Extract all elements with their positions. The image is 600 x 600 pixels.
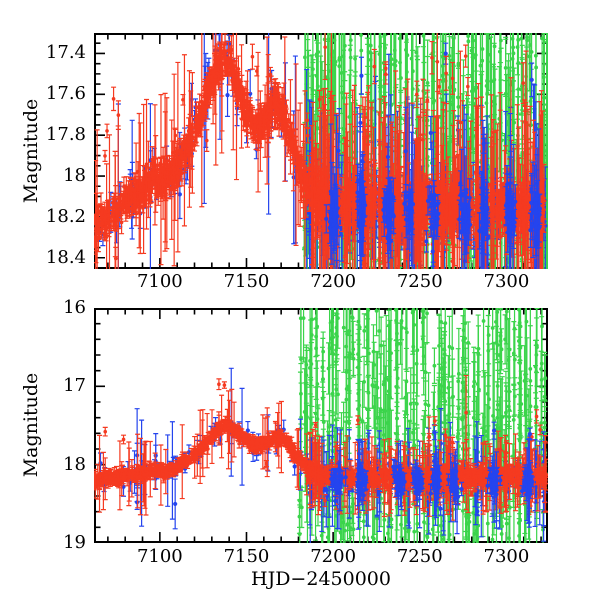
y-tick-label: 19	[63, 532, 86, 553]
x-tick-label: 7300	[483, 546, 530, 567]
top-y-axis-label: Magnitude	[20, 98, 42, 204]
x-tick-label: 7200	[310, 271, 357, 292]
x-axis-label: HJD−2450000	[251, 568, 391, 590]
x-tick-label: 7150	[223, 271, 270, 292]
y-tick-label: 17.6	[45, 83, 86, 105]
x-tick-label: 7300	[483, 271, 530, 292]
bottom-panel-plot	[94, 308, 548, 543]
x-tick-label: 7250	[396, 271, 443, 292]
y-tick-label: 18.4	[45, 246, 86, 268]
x-tick-label: 7150	[223, 546, 270, 567]
y-tick-label: 18	[63, 165, 86, 187]
y-tick-label: 18	[63, 453, 86, 475]
y-tick-label: 17.4	[45, 42, 86, 64]
x-tick-label: 7250	[396, 546, 443, 567]
x-tick-label: 7200	[310, 546, 357, 567]
top-panel-plot	[94, 33, 548, 269]
y-tick-label: 17	[63, 375, 86, 397]
bottom-y-axis-label: Magnitude	[20, 372, 42, 478]
y-tick-label: 16	[63, 297, 86, 318]
x-tick-label: 7100	[136, 546, 183, 567]
y-tick-label: 17.8	[45, 124, 86, 146]
y-tick-label: 18.2	[45, 205, 86, 227]
x-tick-label: 7100	[136, 271, 183, 292]
